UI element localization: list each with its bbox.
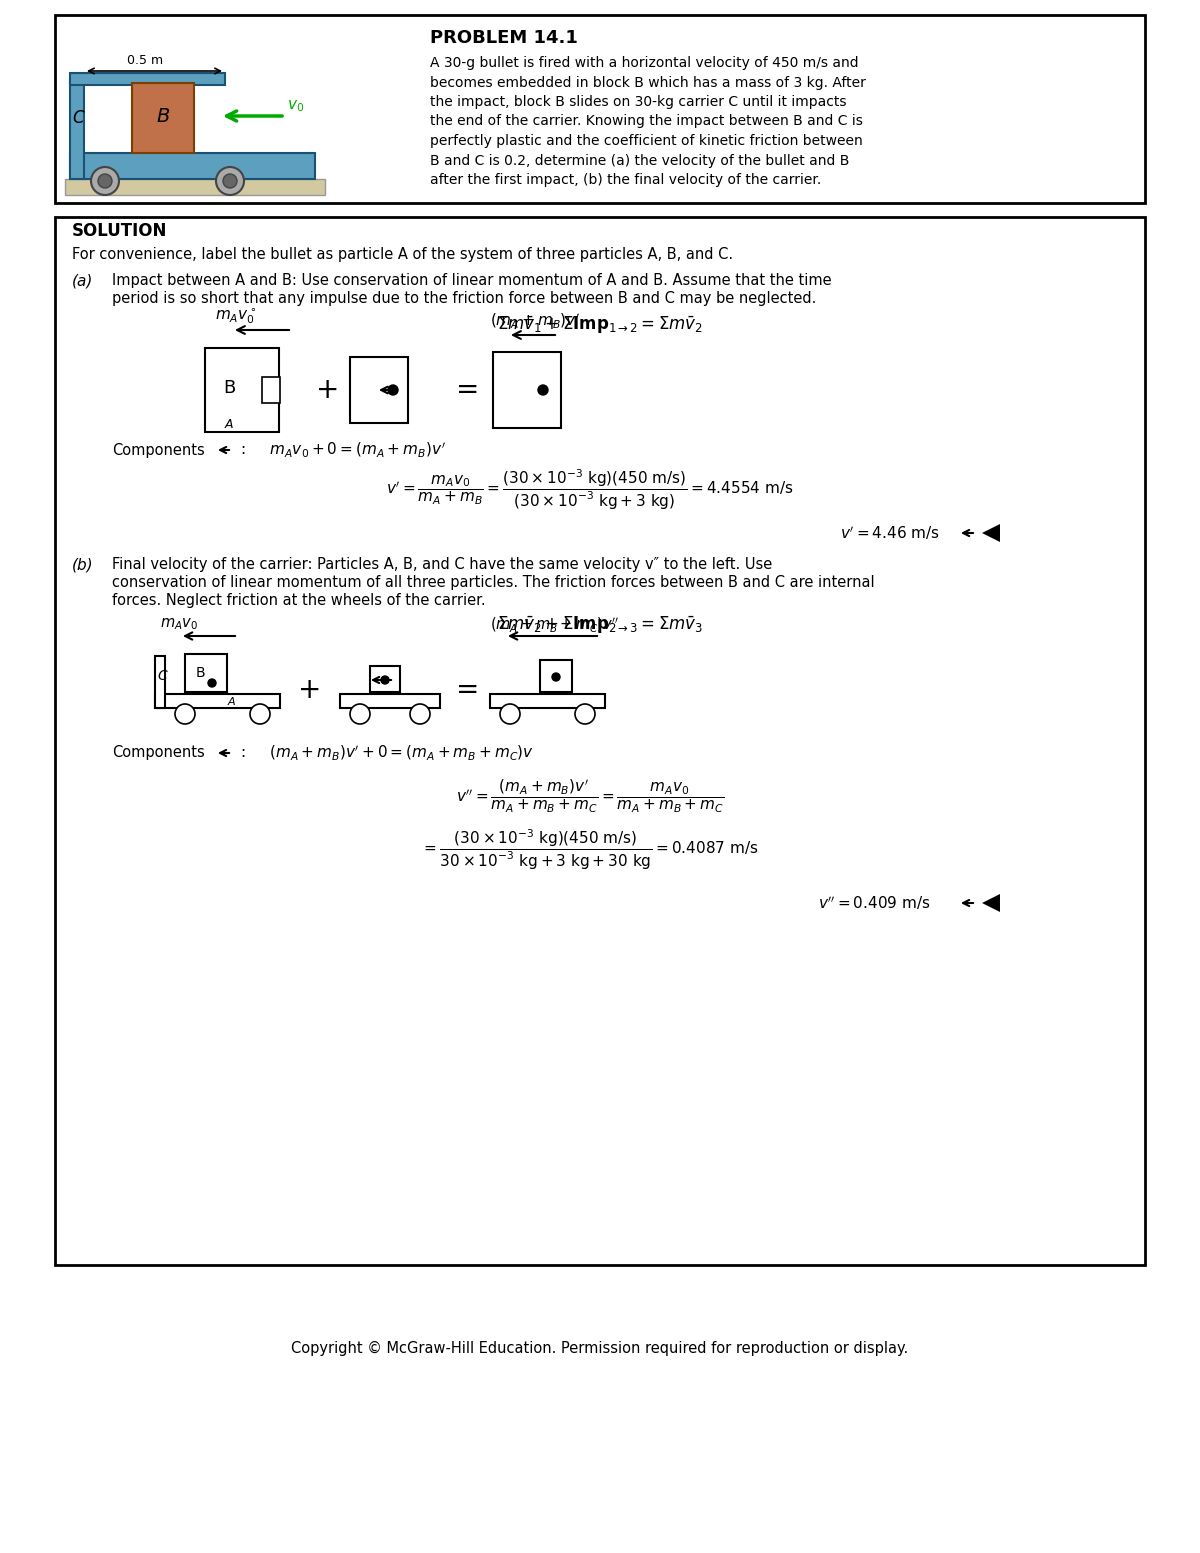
Text: perfectly plastic and the coefficient of kinetic friction between: perfectly plastic and the coefficient of…: [430, 134, 863, 148]
Text: $v' = \dfrac{m_A v_0}{m_A + m_B} = \dfrac{(30 \times 10^{-3}\ \mathrm{kg})(450\ : $v' = \dfrac{m_A v_0}{m_A + m_B} = \dfra…: [386, 467, 794, 512]
Bar: [262, 377, 280, 402]
Text: PROBLEM 14.1: PROBLEM 14.1: [430, 30, 578, 47]
Text: SOLUTION: SOLUTION: [72, 222, 167, 241]
Text: Final velocity of the carrier: Particles A, B, and C have the same velocity v″ t: Final velocity of the carrier: Particles…: [112, 558, 773, 573]
Circle shape: [223, 174, 238, 188]
Text: (a): (a): [72, 273, 94, 289]
Circle shape: [208, 679, 216, 686]
Text: B and C is 0.2, determine (a) the velocity of the bullet and B: B and C is 0.2, determine (a) the veloci…: [430, 154, 850, 168]
Text: =: =: [456, 676, 480, 704]
Text: Components: Components: [112, 443, 205, 458]
Text: $(m_A+m_B+m_C)v''$: $(m_A+m_B+m_C)v''$: [490, 615, 619, 634]
Bar: [340, 694, 440, 708]
Circle shape: [552, 672, 560, 682]
Text: $(m_A+m_B)v'$: $(m_A+m_B)v'$: [490, 312, 581, 331]
Text: C: C: [157, 669, 167, 683]
Text: period is so short that any impulse due to the friction force between B and C ma: period is so short that any impulse due …: [112, 292, 816, 306]
Text: forces. Neglect friction at the wheels of the carrier.: forces. Neglect friction at the wheels o…: [112, 593, 486, 609]
Bar: [350, 357, 408, 422]
Text: $= \dfrac{(30 \times 10^{-3}\ \mathrm{kg})(450\ \mathrm{m/s})}{30 \times 10^{-3}: $= \dfrac{(30 \times 10^{-3}\ \mathrm{kg…: [421, 828, 758, 873]
Text: (b): (b): [72, 558, 94, 573]
Text: $v_0$: $v_0$: [287, 98, 304, 113]
Text: =: =: [456, 376, 480, 404]
Text: $v'' = \dfrac{(m_A + m_B)v'}{m_A + m_B + m_C} = \dfrac{m_A v_0}{m_A + m_B + m_C}: $v'' = \dfrac{(m_A + m_B)v'}{m_A + m_B +…: [456, 778, 724, 814]
Text: $v' = 4.46\ \mathrm{m/s}$: $v' = 4.46\ \mathrm{m/s}$: [840, 525, 940, 542]
Text: $\Sigma m\bar{v}_2 + \Sigma\mathbf{Imp}_{2\rightarrow 3} = \Sigma m\bar{v}_3$: $\Sigma m\bar{v}_2 + \Sigma\mathbf{Imp}_…: [497, 615, 703, 635]
Bar: [493, 353, 562, 429]
Bar: [70, 73, 226, 85]
Bar: [185, 654, 227, 693]
Bar: [540, 660, 572, 693]
Text: Copyright © McGraw-Hill Education. Permission required for reproduction or displ: Copyright © McGraw-Hill Education. Permi…: [292, 1340, 908, 1356]
Bar: [205, 348, 278, 432]
Bar: [155, 694, 280, 708]
Text: For convenience, label the bullet as particle A of the system of three particles: For convenience, label the bullet as par…: [72, 247, 733, 262]
Circle shape: [175, 704, 194, 724]
Text: the impact, block B slides on 30-kg carrier C until it impacts: the impact, block B slides on 30-kg carr…: [430, 95, 846, 109]
Circle shape: [388, 385, 398, 394]
Bar: [490, 694, 605, 708]
Text: B: B: [196, 666, 205, 680]
Circle shape: [500, 704, 520, 724]
Circle shape: [538, 385, 548, 394]
Circle shape: [575, 704, 595, 724]
Circle shape: [216, 168, 244, 196]
Text: $m_A v^\circ_0$: $m_A v^\circ_0$: [215, 306, 257, 326]
Polygon shape: [982, 895, 1000, 912]
Text: Components: Components: [112, 745, 205, 761]
Circle shape: [350, 704, 370, 724]
Bar: [55, 217, 1145, 1266]
Text: $\Sigma m\bar{v}_1 + \Sigma\mathbf{Imp}_{1\rightarrow 2} = \Sigma m\bar{v}_2$: $\Sigma m\bar{v}_1 + \Sigma\mathbf{Imp}_…: [497, 314, 703, 335]
Polygon shape: [982, 523, 1000, 542]
Circle shape: [382, 676, 389, 683]
Text: $m_A v_0$: $m_A v_0$: [160, 617, 198, 632]
Text: becomes embedded in block B which has a mass of 3 kg. After: becomes embedded in block B which has a …: [430, 76, 866, 90]
Text: +: +: [317, 376, 340, 404]
Bar: [65, 179, 325, 196]
Text: C: C: [72, 109, 84, 127]
Text: :     $(m_A + m_B)v' + 0 = (m_A + m_B + m_C)v$: : $(m_A + m_B)v' + 0 = (m_A + m_B + m_C)…: [240, 744, 534, 763]
Bar: [132, 82, 194, 154]
Text: +: +: [299, 676, 322, 704]
Circle shape: [410, 704, 430, 724]
Text: conservation of linear momentum of all three particles. The friction forces betw: conservation of linear momentum of all t…: [112, 576, 875, 590]
Bar: [370, 666, 400, 693]
Text: $v'' = 0.409\ \mathrm{m/s}$: $v'' = 0.409\ \mathrm{m/s}$: [818, 895, 931, 912]
Text: after the first impact, (b) the final velocity of the carrier.: after the first impact, (b) the final ve…: [430, 172, 821, 186]
Text: the end of the carrier. Knowing the impact between B and C is: the end of the carrier. Knowing the impa…: [430, 115, 863, 129]
Bar: [55, 16, 1145, 203]
Bar: [70, 79, 84, 179]
Text: A 30-g bullet is fired with a horizontal velocity of 450 m/s and: A 30-g bullet is fired with a horizontal…: [430, 56, 859, 70]
Text: A: A: [228, 697, 235, 707]
Text: B: B: [223, 379, 235, 398]
Text: Impact between A and B: Use conservation of linear momentum of A and B. Assume t: Impact between A and B: Use conservation…: [112, 273, 832, 289]
Circle shape: [250, 704, 270, 724]
Circle shape: [98, 174, 112, 188]
Text: A: A: [226, 418, 234, 432]
Text: B: B: [156, 107, 169, 126]
Text: 0.5 m: 0.5 m: [127, 53, 163, 67]
Circle shape: [91, 168, 119, 196]
Bar: [70, 154, 314, 179]
Bar: [155, 655, 166, 708]
Text: :     $m_A v_0 + 0 = (m_A + m_B)v'$: : $m_A v_0 + 0 = (m_A + m_B)v'$: [240, 441, 446, 460]
